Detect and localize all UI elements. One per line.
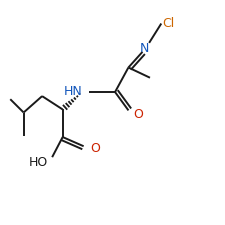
Text: HO: HO <box>29 156 48 169</box>
Text: N: N <box>140 42 149 55</box>
Text: HN: HN <box>63 85 82 97</box>
Text: Cl: Cl <box>162 17 174 30</box>
Text: O: O <box>133 108 142 121</box>
Text: O: O <box>90 142 99 155</box>
